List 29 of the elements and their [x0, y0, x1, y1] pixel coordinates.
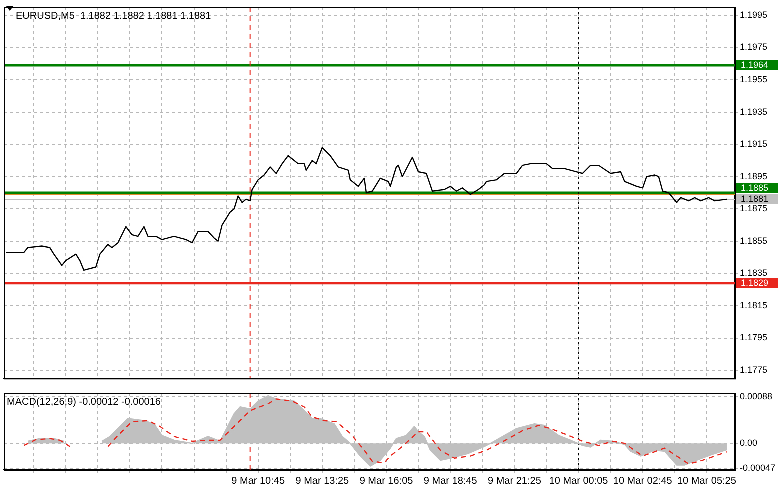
y-tick-label: 0.00088 — [740, 392, 773, 402]
chart-title: EURUSD,M5 1.1882 1.1882 1.1881 1.1881 — [16, 11, 212, 22]
y-tick-label: 1.1895 — [740, 171, 768, 182]
ref-line-label: 1.1881 — [741, 194, 769, 204]
y-tick-label: 1.1855 — [740, 236, 768, 246]
y-tick-label: 1.1935 — [740, 106, 768, 117]
ref-line-label: 1.1829 — [741, 278, 769, 288]
x-tick-label: 9 Mar 21:25 — [488, 476, 542, 487]
x-tick-label: 10 Mar 05:25 — [677, 476, 737, 487]
x-tick-label: 9 Mar 10:45 — [232, 476, 286, 487]
x-tick-label: 10 Mar 00:05 — [549, 476, 609, 487]
ref-line-label: 1.1885 — [741, 182, 769, 193]
y-tick-label: 1.1955 — [740, 74, 768, 85]
chart-title: MACD(12,26,9) -0.00012 -0.00016 — [7, 397, 162, 408]
y-tick-label: 1.1915 — [740, 139, 768, 150]
x-tick-label: 9 Mar 18:45 — [424, 476, 478, 487]
y-tick-label: 1.1975 — [740, 42, 768, 52]
ref-line-label: 1.1964 — [741, 60, 769, 70]
x-tick-label: 9 Mar 13:25 — [296, 476, 350, 487]
y-tick-label: 1.1995 — [740, 10, 768, 20]
x-tick-label: 10 Mar 02:45 — [613, 476, 673, 487]
y-tick-label: 1.1775 — [740, 365, 768, 376]
y-tick-label: 1.1835 — [740, 268, 768, 278]
x-tick-label: 9 Mar 16:05 — [360, 476, 414, 487]
y-tick-label: 1.1875 — [740, 204, 768, 214]
y-tick-label: 0.00 — [740, 438, 758, 448]
y-tick-label: 1.1795 — [740, 332, 768, 343]
y-tick-label: -0.00047 — [740, 462, 776, 473]
y-tick-label: 1.1815 — [740, 300, 768, 310]
